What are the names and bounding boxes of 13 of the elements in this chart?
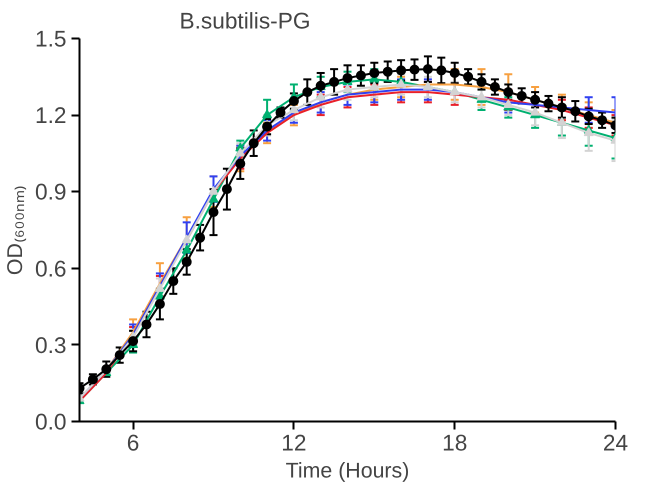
x-tick-label: 12 <box>281 430 307 456</box>
x-axis-title: Time (Hours) <box>286 458 410 482</box>
y-tick-label: 0.6 <box>35 255 67 282</box>
y-tick-label: 0.0 <box>35 408 67 434</box>
x-tick-label: 6 <box>126 430 140 456</box>
y-tick-label: 1.2 <box>35 102 67 128</box>
x-tick-label: 24 <box>602 430 628 456</box>
chart-title: B.subtilis-PG <box>180 8 310 34</box>
y-tick-label: 0.9 <box>35 178 67 205</box>
x-tick-label: 18 <box>442 430 468 456</box>
y-tick-label: 1.5 <box>35 26 67 52</box>
y-axis-title: OD₍₆₀₀ₙₘ₎ <box>3 184 28 276</box>
y-tick-label: 0.3 <box>35 332 67 358</box>
